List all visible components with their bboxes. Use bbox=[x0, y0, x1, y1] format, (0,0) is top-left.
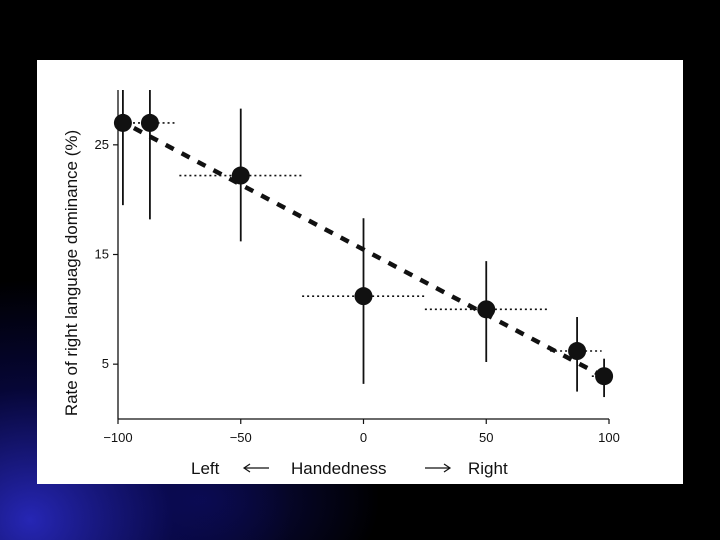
y-tick-label-0: 5 bbox=[102, 356, 109, 371]
chart-panel: 5 15 25 −100 −50 0 50 100 Rate of right languag… bbox=[37, 60, 683, 484]
y-axis-title: Rate of right language dominance (%) bbox=[62, 130, 81, 416]
x-tick-label-1: −50 bbox=[230, 430, 252, 445]
data-point-2 bbox=[231, 166, 250, 185]
y-tick-label-2: 25 bbox=[95, 137, 109, 152]
data-point-3 bbox=[354, 287, 373, 306]
chart-svg: 5 15 25 −100 −50 0 50 100 Rate of right languag… bbox=[62, 90, 620, 478]
data-point-6 bbox=[595, 367, 614, 386]
x-label-right: Right bbox=[468, 459, 508, 478]
data-point-0 bbox=[113, 113, 132, 132]
data-point-4 bbox=[477, 300, 496, 319]
x-tick-label-0: −100 bbox=[103, 430, 132, 445]
x-tick-label-3: 50 bbox=[479, 430, 493, 445]
x-label-left: Left bbox=[191, 459, 220, 478]
data-point-1 bbox=[140, 113, 159, 132]
ticks-layer: 5 15 25 −100 −50 0 50 100 bbox=[95, 137, 620, 445]
marks-layer bbox=[113, 90, 614, 398]
x-tick-label-2: 0 bbox=[360, 430, 367, 445]
left-arrow-icon bbox=[242, 463, 251, 473]
right-arrow-icon bbox=[443, 463, 452, 473]
data-point-5 bbox=[568, 342, 587, 361]
x-label-center: Handedness bbox=[291, 459, 386, 478]
x-tick-label-4: 100 bbox=[598, 430, 620, 445]
y-tick-label-1: 15 bbox=[95, 247, 109, 262]
